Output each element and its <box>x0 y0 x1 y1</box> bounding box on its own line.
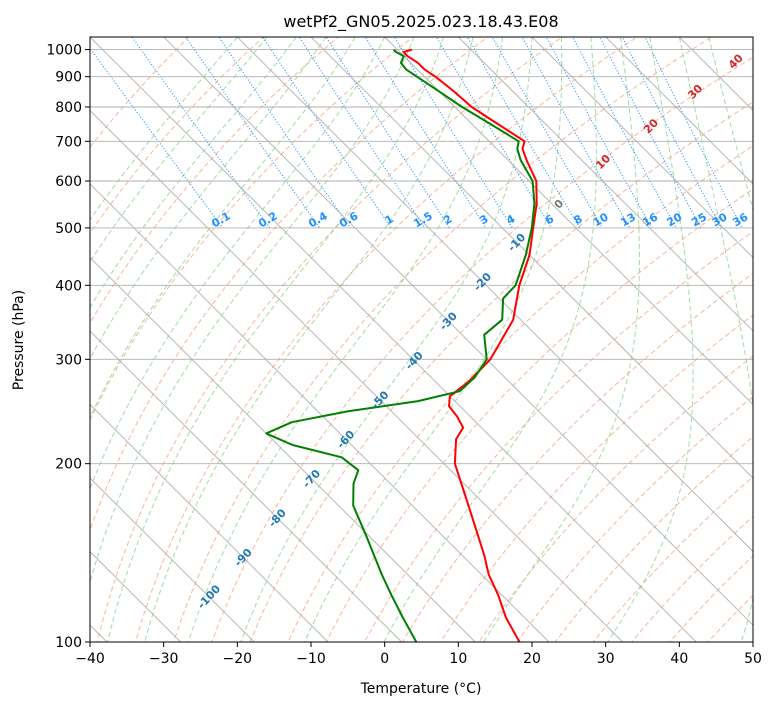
x-tick-label: 20 <box>523 651 541 667</box>
dry-adiabat <box>173 37 713 642</box>
y-tick-label: 1000 <box>46 43 82 59</box>
dewpoint-trace <box>265 48 536 642</box>
y-tick-label: 500 <box>55 221 82 237</box>
y-axis-label: Pressure (hPa) <box>11 290 27 390</box>
isotherm-line <box>90 403 329 642</box>
moist-adiabat <box>483 37 640 642</box>
y-tick-label: 200 <box>55 457 82 473</box>
dry-adiabat <box>90 37 190 149</box>
moist-adiabat <box>383 37 597 642</box>
y-tick-label: 100 <box>55 635 82 651</box>
dry-adiabat <box>249 101 753 642</box>
y-tick-label: 900 <box>55 70 82 86</box>
plot-frame <box>89 36 754 643</box>
x-tick-label: 50 <box>744 651 762 667</box>
moist-adiabat <box>90 37 386 490</box>
y-axis: 100 200 300 400 500 600 700 800 900 1000 <box>46 43 90 651</box>
moist-adiabat <box>90 37 327 360</box>
isotherm-line <box>90 183 550 642</box>
isotherm-line <box>531 37 753 259</box>
dry-adiabat <box>90 37 489 532</box>
chart-title: wetPf2_GN05.2025.023.18.43.E08 <box>283 12 558 32</box>
moist-adiabat <box>708 37 753 212</box>
x-tick-label: −40 <box>75 651 105 667</box>
isotherm-line <box>90 330 403 642</box>
isotherm-line <box>310 37 753 479</box>
isotherm-line <box>90 256 476 642</box>
isotherm-line <box>457 37 753 332</box>
x-tick-label: 30 <box>597 651 615 667</box>
moist-adiabat <box>90 37 238 221</box>
dry-adiabat <box>363 231 753 642</box>
x-tick-label: 40 <box>670 651 688 667</box>
plot-area <box>90 37 753 642</box>
isotherm-line <box>384 37 753 406</box>
moist-adiabat <box>187 37 503 642</box>
moist-adiabat <box>304 37 563 642</box>
dry-adiabat <box>96 37 564 642</box>
x-tick-label: 0 <box>380 651 389 667</box>
moist-adiabat <box>90 37 356 419</box>
isotherm-line <box>163 37 753 626</box>
moist-adiabat <box>678 37 753 642</box>
temperature-trace <box>402 48 538 642</box>
dry-adiabat <box>478 355 753 642</box>
y-tick-label: 800 <box>55 100 82 116</box>
x-axis-label: Temperature (°C) <box>360 681 482 697</box>
x-tick-label: −10 <box>296 651 326 667</box>
moist-adiabat <box>240 37 533 642</box>
y-tick-label: 700 <box>55 134 82 150</box>
dry-adiabat <box>211 56 753 642</box>
dry-adiabat <box>90 37 414 421</box>
isotherm-line <box>90 477 255 642</box>
x-tick-label: 10 <box>449 651 467 667</box>
moist-adiabat <box>90 37 268 263</box>
isotherm-line <box>90 37 697 642</box>
isotherm-line <box>605 37 753 185</box>
moist-adiabat <box>144 37 474 642</box>
isotherm-line <box>90 109 624 642</box>
x-tick-label: −20 <box>223 651 253 667</box>
x-axis: −40 −30 −20 −10 0 10 20 30 40 50 <box>75 642 762 667</box>
isotherm-line <box>90 550 182 642</box>
isotherm-line <box>236 37 753 553</box>
x-tick-label: −30 <box>149 651 179 667</box>
dry-adiabat <box>134 37 638 642</box>
moist-adiabat <box>607 37 694 642</box>
y-tick-label: 400 <box>55 278 82 294</box>
dry-adiabat <box>90 37 265 234</box>
moist-adiabat <box>107 37 445 642</box>
y-tick-label: 600 <box>55 174 82 190</box>
y-tick-label: 300 <box>55 352 82 368</box>
dry-adiabat <box>90 37 339 324</box>
